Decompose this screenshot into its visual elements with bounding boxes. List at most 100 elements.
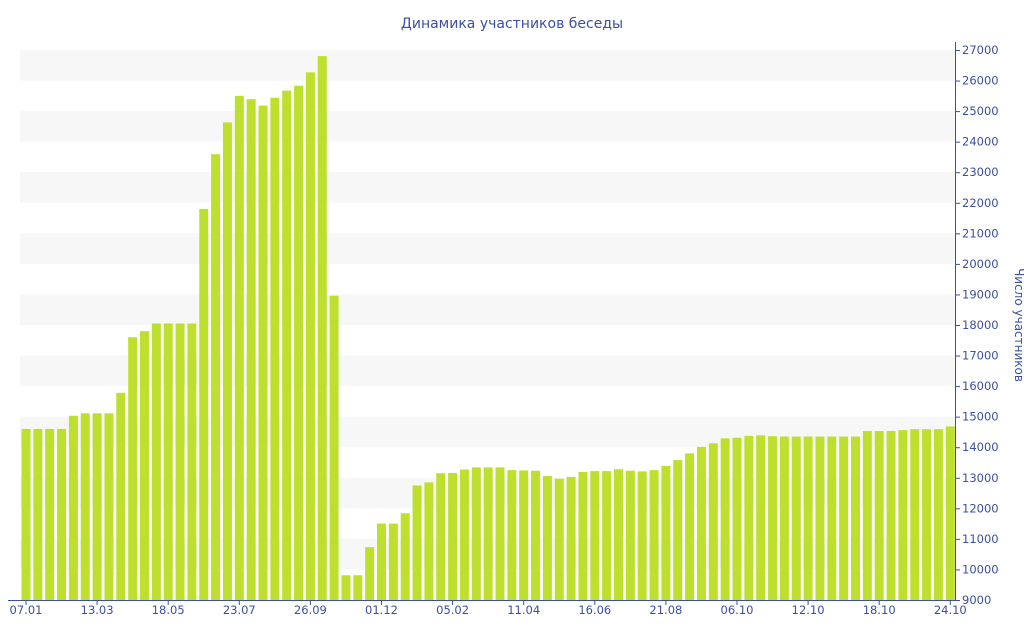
x-tick-label: 01.12 (365, 603, 398, 617)
bar (578, 471, 588, 600)
bar (922, 429, 932, 600)
bar (614, 469, 623, 600)
bar (353, 575, 363, 600)
bar (815, 436, 825, 600)
bar (317, 56, 327, 601)
bar (341, 575, 351, 600)
bar (649, 470, 659, 600)
bar (791, 436, 801, 600)
y-tick-label: 22000 (962, 196, 999, 210)
bar (531, 470, 541, 600)
bar (910, 429, 920, 600)
bar (732, 437, 742, 600)
grid-band (20, 111, 955, 142)
x-tick-label: 12.10 (792, 603, 825, 617)
bar (258, 105, 268, 600)
x-tick-label: 13.03 (81, 603, 114, 617)
bar (128, 337, 138, 600)
y-tick-label: 12000 (962, 501, 999, 515)
bar (104, 413, 114, 600)
bar (80, 413, 90, 600)
x-tick-label: 05.02 (436, 603, 469, 617)
bar (33, 428, 43, 600)
bar (708, 443, 718, 600)
bar (542, 475, 552, 600)
bar (471, 467, 481, 600)
x-tick-label: 16.06 (578, 603, 611, 617)
y-tick-label: 23000 (962, 165, 999, 179)
bar (661, 465, 671, 600)
y-tick-label: 26000 (962, 74, 999, 88)
bar (400, 513, 410, 600)
bar (590, 471, 600, 600)
bar (851, 436, 860, 600)
bar (554, 478, 564, 600)
bar (68, 415, 78, 600)
grid-band (20, 172, 955, 203)
bar (886, 431, 896, 600)
y-tick-label: 25000 (962, 104, 999, 118)
bar (673, 460, 683, 600)
bar (566, 476, 576, 600)
bar (412, 485, 422, 600)
bar (507, 470, 517, 600)
bar (329, 295, 339, 600)
bar (92, 413, 102, 600)
y-tick-label: 19000 (962, 287, 999, 301)
bar (756, 435, 766, 600)
y-tick-label: 11000 (962, 532, 999, 546)
x-tick-label: 06.10 (721, 603, 754, 617)
y-tick-label: 17000 (962, 349, 999, 363)
bar (388, 523, 398, 600)
bar (199, 208, 209, 600)
y-tick-label: 24000 (962, 135, 999, 149)
y-tick-label: 13000 (962, 471, 999, 485)
x-tick-label: 11.04 (507, 603, 540, 617)
bar (282, 90, 292, 600)
y-tick-label: 9000 (962, 593, 991, 607)
bar (898, 430, 908, 600)
bar (57, 428, 67, 600)
bar (436, 473, 446, 600)
y-tick-label: 10000 (962, 562, 999, 576)
bar (685, 453, 695, 600)
grid-band (20, 50, 955, 81)
x-tick-label: 18.05 (152, 603, 185, 617)
bar (222, 122, 232, 601)
bar (294, 85, 304, 600)
bar (365, 547, 375, 600)
x-tick-label: 07.01 (10, 603, 43, 617)
bar (140, 331, 149, 600)
bar (175, 323, 185, 600)
bar (377, 523, 386, 600)
bar (234, 95, 244, 600)
bar (779, 436, 789, 600)
bar (495, 467, 505, 600)
y-tick-label: 15000 (962, 410, 999, 424)
bar (945, 426, 955, 600)
bar (305, 72, 315, 601)
bar (874, 431, 884, 600)
y-tick-label: 20000 (962, 257, 999, 271)
x-tick-label: 24.10 (934, 603, 967, 617)
bar (862, 431, 872, 600)
bar (424, 482, 434, 600)
bar (459, 469, 469, 600)
y-tick-label: 27000 (962, 43, 999, 57)
bar (483, 467, 493, 600)
bar (519, 470, 529, 600)
y-tick-label: 18000 (962, 318, 999, 332)
x-tick-label: 26.09 (294, 603, 327, 617)
y-axis-title: Число участников (1012, 268, 1024, 382)
bar (933, 429, 943, 600)
bar (211, 154, 221, 600)
bar (602, 471, 612, 600)
y-tick-label: 16000 (962, 379, 999, 393)
bar (720, 438, 730, 600)
bar (448, 472, 458, 600)
bar (637, 471, 647, 600)
bar (163, 323, 173, 600)
bar (803, 436, 813, 600)
bar (151, 323, 161, 600)
